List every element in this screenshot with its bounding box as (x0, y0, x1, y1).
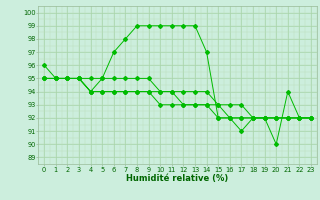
X-axis label: Humidité relative (%): Humidité relative (%) (126, 174, 229, 183)
